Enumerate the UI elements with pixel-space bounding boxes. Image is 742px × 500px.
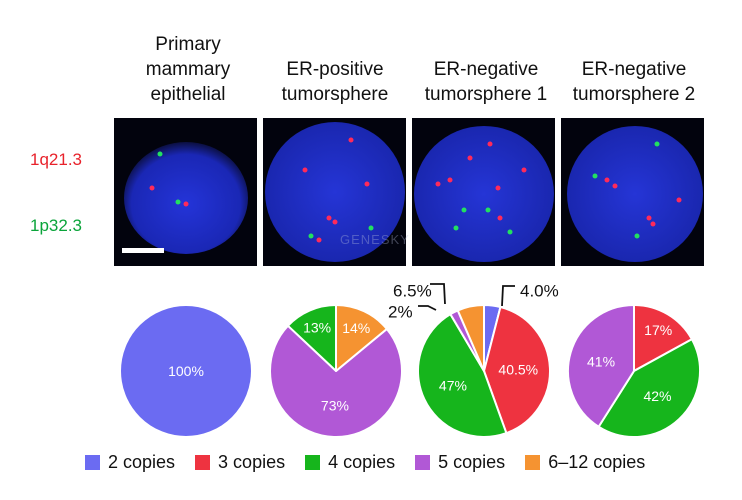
legend-item: 5 copies <box>415 452 505 473</box>
pie-3-slice-5-copies <box>567 304 635 428</box>
fish-image-er-negative-2 <box>561 118 704 266</box>
legend-item: 4 copies <box>305 452 395 473</box>
pie-charts: 100% 13% 73% 14% 4.0% 40.5% 47% 2% 6.5% 17% 42% 41% <box>119 282 701 438</box>
callout-line <box>501 285 515 307</box>
pie-label: 13% <box>303 319 331 335</box>
pie-3-slice-3-copies <box>633 304 693 372</box>
legend-swatch <box>525 455 541 470</box>
legend-item: 3 copies <box>195 452 285 473</box>
fish-image-er-positive <box>263 118 406 266</box>
legend-swatch <box>415 455 431 470</box>
pie-2-slice-6-12-copies <box>456 304 485 372</box>
pie-2-slice-3-copies <box>483 306 551 435</box>
panel-title-er-negative-1: ER-negative tumorsphere 1 <box>424 59 548 105</box>
pie-label: 47% <box>439 378 467 394</box>
green-probe-label: 1p32.3 <box>30 216 82 235</box>
pie-3-slice-4-copies <box>597 338 701 438</box>
pie-label: 73% <box>321 397 349 413</box>
panel-title-er-negative-2: ER-negative tumorsphere 2 <box>572 59 696 105</box>
legend-label: 2 copies <box>108 452 176 472</box>
legend-label: 3 copies <box>218 452 286 472</box>
red-probe-label: 1q21.3 <box>30 150 82 169</box>
legend-item: 6–12 copies <box>525 452 645 473</box>
scale-bar <box>122 248 164 253</box>
legend-item: 2 copies <box>85 452 175 473</box>
pie-label: 41% <box>587 353 615 369</box>
pie-0-slice-2-copies <box>119 304 253 438</box>
panel-title-er-positive: ER-positive tumorsphere <box>281 59 389 105</box>
pie-2-slice-4-copies <box>417 313 508 438</box>
pie-label: 6.5% <box>393 282 432 301</box>
legend-swatch <box>85 455 100 470</box>
pie-1-slice-6-12-copies <box>335 304 388 372</box>
pie-label: 42% <box>643 388 671 404</box>
callout-line <box>430 283 446 305</box>
legend-swatch <box>195 455 211 470</box>
legend-swatch <box>305 455 321 470</box>
legend-label: 4 copies <box>328 452 396 472</box>
watermark: GENESKY <box>340 232 410 247</box>
pie-1-slice-5-copies <box>269 324 403 438</box>
callout-line <box>418 305 437 311</box>
pie-label: 100% <box>168 363 204 379</box>
pie-label: 17% <box>644 322 672 338</box>
fish-image-primary <box>114 118 257 266</box>
panel-title-primary: Primary mammary epithelial <box>145 34 231 105</box>
fish-image-er-negative-1 <box>412 118 555 266</box>
pie-label: 4.0% <box>520 282 559 301</box>
pie-label: 2% <box>388 303 413 322</box>
legend-label: 5 copies <box>438 452 506 472</box>
pie-label: 40.5% <box>498 361 538 377</box>
legend-label: 6–12 copies <box>548 452 646 472</box>
legend: 2 copies 3 copies 4 copies 5 copies 6–12 cop… <box>85 452 665 473</box>
pie-label: 14% <box>342 320 370 336</box>
